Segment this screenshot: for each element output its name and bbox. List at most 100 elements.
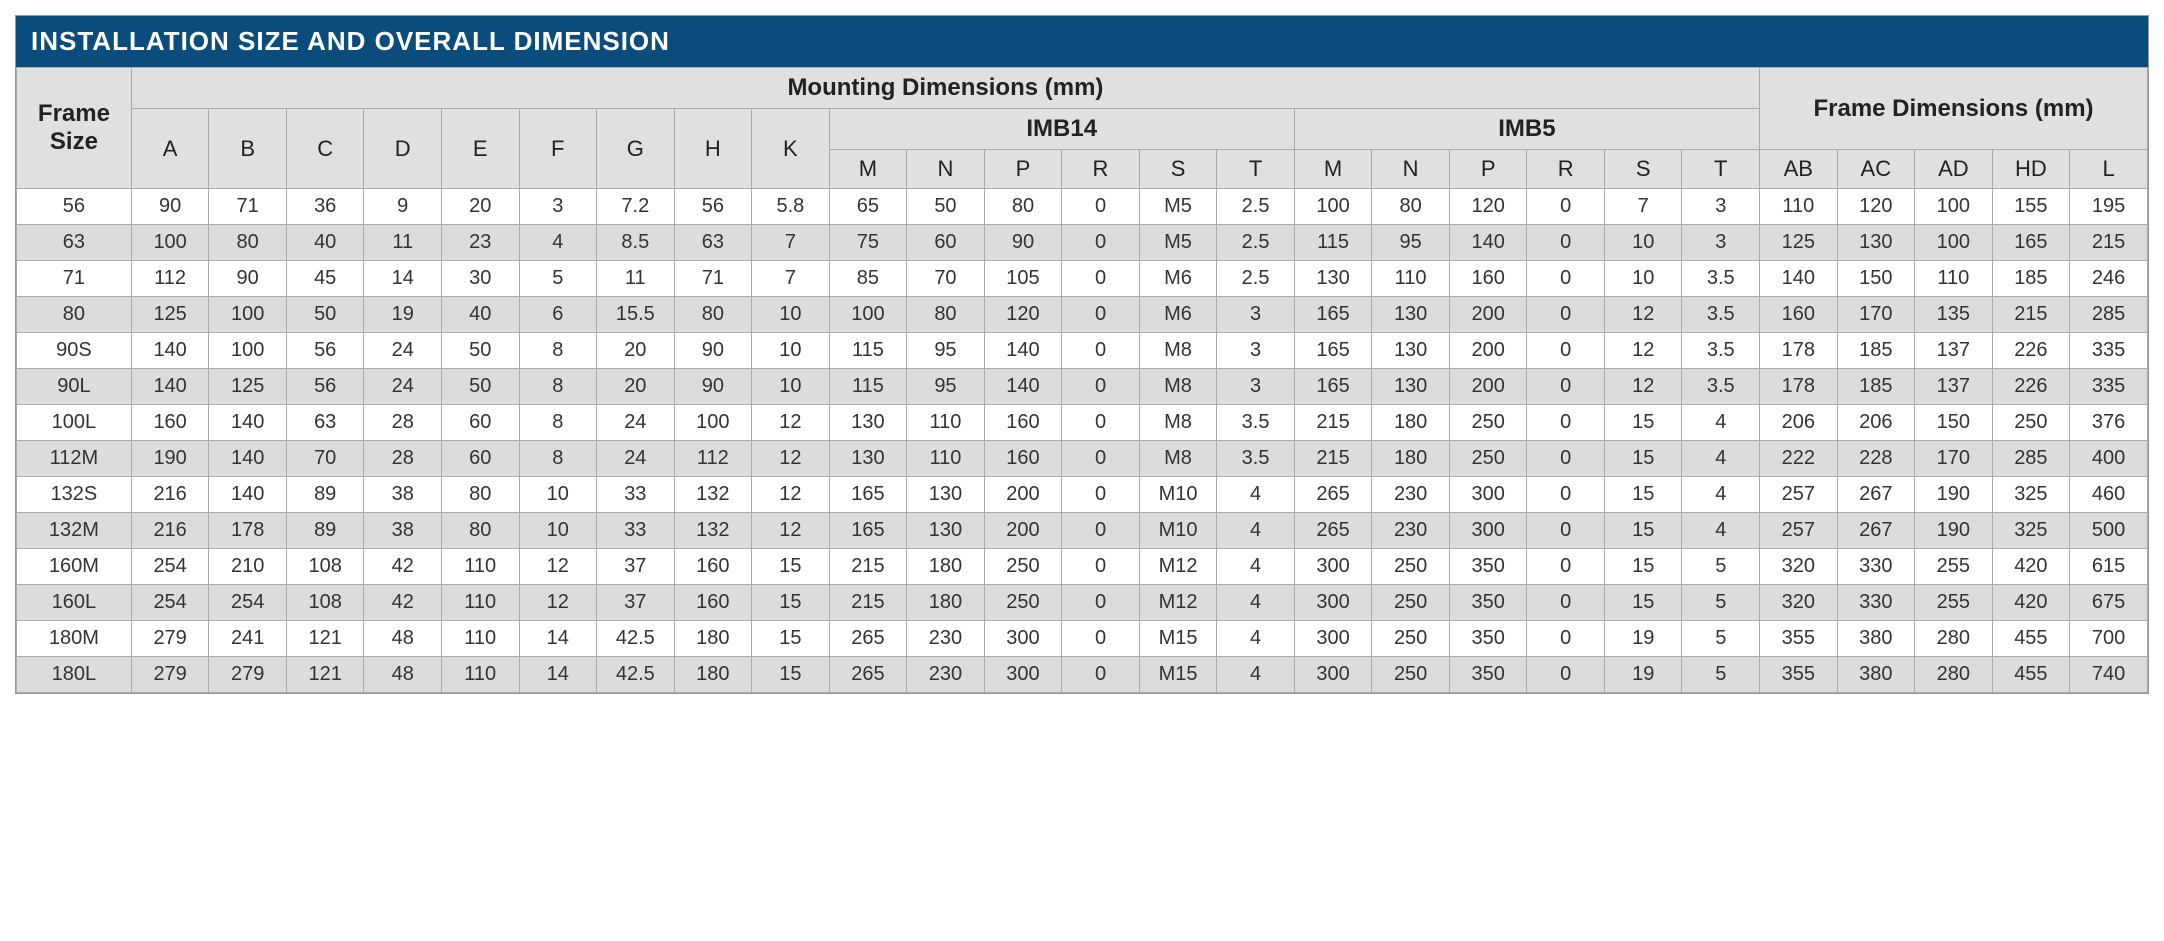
cell-value: 226 [1992,369,2070,405]
cell-value: 0 [1527,225,1605,261]
cell-value: 108 [286,585,364,621]
cell-value: 180 [674,657,752,693]
cell-value: 125 [1760,225,1838,261]
cell-value: 8 [519,441,597,477]
table-title: INSTALLATION SIZE AND OVERALL DIMENSION [16,16,2148,67]
cell-value: 250 [1372,657,1450,693]
cell-value: 160 [131,405,209,441]
cell-value: M10 [1139,477,1217,513]
col-imb5-M: M [1294,150,1372,189]
cell-value: 0 [1527,369,1605,405]
cell-value: 3.5 [1217,441,1295,477]
cell-value: 120 [984,297,1062,333]
cell-value: M8 [1139,333,1217,369]
cell-value: 42 [364,549,442,585]
cell-value: 120 [1449,189,1527,225]
cell-value: 215 [829,585,907,621]
cell-value: 10 [519,513,597,549]
cell-value: 80 [984,189,1062,225]
cell-value: 5.8 [752,189,830,225]
table-row: 90S1401005624508209010115951400M83165130… [17,333,2148,369]
cell-value: 42.5 [597,657,675,693]
col-E: E [441,109,519,189]
cell-value: 160 [674,585,752,621]
cell-value: 38 [364,477,442,513]
cell-value: 190 [1915,513,1993,549]
cell-frame-size: 160L [17,585,132,621]
cell-value: 330 [1837,549,1915,585]
cell-value: 115 [829,333,907,369]
cell-value: 15 [1604,441,1682,477]
table-row: 631008040112348.56377560900M52.511595140… [17,225,2148,261]
cell-value: 380 [1837,621,1915,657]
cell-value: M8 [1139,441,1217,477]
cell-value: 0 [1062,477,1140,513]
cell-value: 24 [364,333,442,369]
cell-value: 460 [2070,477,2148,513]
cell-value: 300 [1449,513,1527,549]
cell-value: M15 [1139,657,1217,693]
cell-value: 112 [674,441,752,477]
cell-value: 71 [209,189,287,225]
cell-value: 80 [907,297,985,333]
cell-value: 50 [907,189,985,225]
cell-value: 110 [1372,261,1450,297]
table-row: 180L279279121481101442.5180152652303000M… [17,657,2148,693]
cell-value: 110 [907,441,985,477]
cell-value: 15.5 [597,297,675,333]
cell-value: 12 [752,405,830,441]
cell-value: 160 [1760,297,1838,333]
cell-value: 280 [1915,657,1993,693]
col-imb14-M: M [829,150,907,189]
cell-value: 110 [1915,261,1993,297]
col-imb14-R: R [1062,150,1140,189]
cell-value: 265 [829,621,907,657]
cell-value: 3 [1682,189,1760,225]
cell-value: 140 [1760,261,1838,297]
cell-value: 0 [1527,441,1605,477]
cell-value: 140 [131,369,209,405]
cell-value: 15 [1604,477,1682,513]
cell-value: 3.5 [1217,405,1295,441]
col-imb14-N: N [907,150,985,189]
table-row: 112M190140702860824112121301101600M83.52… [17,441,2148,477]
cell-value: 10 [752,297,830,333]
cell-frame-size: 90L [17,369,132,405]
cell-value: 105 [984,261,1062,297]
cell-value: 300 [1449,477,1527,513]
col-AD: AD [1915,150,1993,189]
cell-value: 11 [364,225,442,261]
col-imb14-P: P [984,150,1062,189]
cell-value: 100 [829,297,907,333]
cell-value: 215 [1294,441,1372,477]
cell-value: 420 [1992,549,2070,585]
cell-value: 200 [984,513,1062,549]
cell-value: 15 [1604,549,1682,585]
cell-value: 15 [752,549,830,585]
table-row: 80125100501940615.58010100801200M6316513… [17,297,2148,333]
table-row: 160M254210108421101237160152151802500M12… [17,549,2148,585]
cell-value: 121 [286,657,364,693]
table-row: 5690713692037.2565.86550800M52.510080120… [17,189,2148,225]
cell-value: 330 [1837,585,1915,621]
cell-value: 3.5 [1682,333,1760,369]
cell-value: 42.5 [597,621,675,657]
cell-value: 170 [1915,441,1993,477]
cell-value: 740 [2070,657,2148,693]
cell-value: 0 [1527,405,1605,441]
cell-value: 20 [441,189,519,225]
cell-value: 130 [907,477,985,513]
cell-value: 40 [286,225,364,261]
cell-value: 350 [1449,585,1527,621]
cell-value: 4 [1682,513,1760,549]
cell-value: 185 [1837,369,1915,405]
cell-value: 12 [1604,369,1682,405]
cell-frame-size: 80 [17,297,132,333]
col-G: G [597,109,675,189]
cell-value: 320 [1760,585,1838,621]
cell-frame-size: 63 [17,225,132,261]
cell-value: 285 [2070,297,2148,333]
cell-value: 140 [209,441,287,477]
cell-value: 100 [209,333,287,369]
cell-value: 279 [209,657,287,693]
